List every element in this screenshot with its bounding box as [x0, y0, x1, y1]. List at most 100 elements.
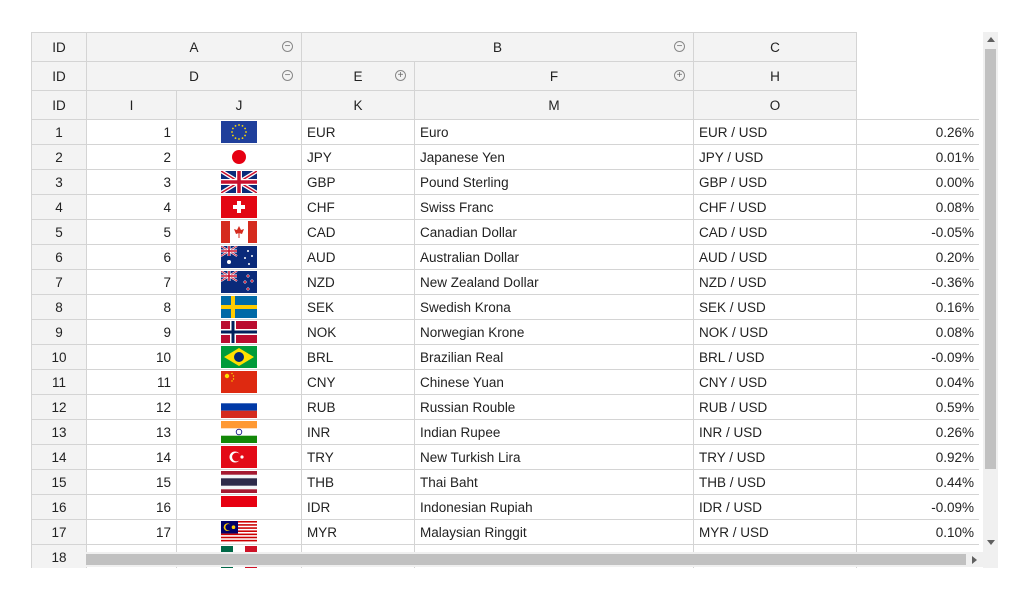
flag-cell[interactable]	[175, 519, 303, 545]
row-header[interactable]: 8	[31, 294, 87, 320]
column-header-m[interactable]: M	[414, 90, 695, 120]
scroll-right-arrow-icon[interactable]	[972, 556, 977, 564]
flag-cell[interactable]	[175, 294, 303, 320]
currency-pair-cell[interactable]: SEK / USD	[693, 294, 858, 320]
currency-code-cell[interactable]: CHF	[301, 194, 416, 220]
id-cell[interactable]: 6	[86, 244, 177, 270]
id-cell[interactable]: 13	[86, 419, 177, 445]
column-header-id[interactable]: ID	[31, 32, 87, 62]
currency-name-cell[interactable]: Japanese Yen	[414, 144, 695, 170]
column-header-a[interactable]: A −	[85, 32, 303, 62]
change-cell[interactable]: 0.10%	[856, 519, 979, 545]
vertical-scrollbar[interactable]	[983, 32, 998, 568]
currency-pair-cell[interactable]: INR / USD	[693, 419, 858, 445]
change-cell[interactable]: 0.44%	[856, 469, 979, 495]
change-cell[interactable]: 0.01%	[856, 144, 979, 170]
currency-pair-cell[interactable]: CNY / USD	[693, 369, 858, 395]
currency-code-cell[interactable]: EUR	[301, 119, 416, 145]
currency-pair-cell[interactable]: MYR / USD	[693, 519, 858, 545]
currency-name-cell[interactable]: Thai Baht	[414, 469, 695, 495]
currency-code-cell[interactable]: CNY	[301, 369, 416, 395]
id-cell[interactable]: 9	[86, 319, 177, 345]
flag-cell[interactable]	[175, 469, 303, 495]
column-header-id[interactable]: ID	[31, 61, 87, 91]
currency-name-cell[interactable]: Russian Rouble	[414, 394, 695, 420]
change-cell[interactable]: 0.08%	[856, 194, 979, 220]
flag-cell[interactable]	[175, 419, 303, 445]
currency-pair-cell[interactable]: THB / USD	[693, 469, 858, 495]
column-header-i[interactable]: I	[86, 90, 177, 120]
row-header[interactable]: 17	[31, 519, 87, 545]
column-header-f[interactable]: F +	[414, 61, 695, 91]
row-header[interactable]: 6	[31, 244, 87, 270]
currency-name-cell[interactable]: New Turkish Lira	[414, 444, 695, 470]
column-header-e[interactable]: E +	[301, 61, 416, 91]
currency-pair-cell[interactable]: GBP / USD	[693, 169, 858, 195]
change-cell[interactable]: 0.08%	[856, 319, 979, 345]
currency-pair-cell[interactable]: CHF / USD	[693, 194, 858, 220]
row-header[interactable]: 9	[31, 319, 87, 345]
currency-pair-cell[interactable]: AUD / USD	[693, 244, 858, 270]
currency-code-cell[interactable]: NZD	[301, 269, 416, 295]
change-cell[interactable]: -0.09%	[856, 494, 979, 520]
id-cell[interactable]: 11	[86, 369, 177, 395]
row-header[interactable]: 14	[31, 444, 87, 470]
change-cell[interactable]: -0.36%	[856, 269, 979, 295]
row-header[interactable]: 15	[31, 469, 87, 495]
row-header[interactable]: 3	[31, 169, 87, 195]
currency-name-cell[interactable]: Pound Sterling	[414, 169, 695, 195]
spreadsheet-grid[interactable]: ID A − B − C ID D − E + F + H ID I J K M O 1 1 EUR Euro EUR / U…	[31, 32, 979, 568]
flag-cell[interactable]	[175, 244, 303, 270]
change-cell[interactable]: -0.05%	[856, 219, 979, 245]
scroll-down-arrow-icon[interactable]	[987, 540, 995, 545]
collapse-icon[interactable]: −	[282, 70, 294, 81]
column-header-k[interactable]: K	[301, 90, 416, 120]
horizontal-scroll-thumb[interactable]	[86, 554, 966, 565]
currency-name-cell[interactable]: New Zealand Dollar	[414, 269, 695, 295]
currency-code-cell[interactable]: TRY	[301, 444, 416, 470]
id-cell[interactable]: 5	[86, 219, 177, 245]
id-cell[interactable]: 4	[86, 194, 177, 220]
currency-pair-cell[interactable]: EUR / USD	[693, 119, 858, 145]
change-cell[interactable]: 0.00%	[856, 169, 979, 195]
change-cell[interactable]: 0.04%	[856, 369, 979, 395]
row-header[interactable]: 1	[31, 119, 87, 145]
currency-name-cell[interactable]: Indonesian Rupiah	[414, 494, 695, 520]
column-header-j[interactable]: J	[175, 90, 303, 120]
change-cell[interactable]: 0.59%	[856, 394, 979, 420]
row-header[interactable]: 16	[31, 494, 87, 520]
flag-cell[interactable]	[175, 369, 303, 395]
currency-pair-cell[interactable]: IDR / USD	[693, 494, 858, 520]
column-header-h[interactable]: H	[693, 61, 858, 91]
vertical-scroll-thumb[interactable]	[985, 49, 996, 469]
currency-name-cell[interactable]: Swiss Franc	[414, 194, 695, 220]
id-cell[interactable]: 7	[86, 269, 177, 295]
currency-code-cell[interactable]: BRL	[301, 344, 416, 370]
currency-code-cell[interactable]: AUD	[301, 244, 416, 270]
id-cell[interactable]: 16	[86, 494, 177, 520]
currency-code-cell[interactable]: THB	[301, 469, 416, 495]
row-header[interactable]: 12	[31, 394, 87, 420]
scroll-up-arrow-icon[interactable]	[987, 37, 995, 42]
flag-cell[interactable]	[175, 494, 303, 520]
currency-name-cell[interactable]: Malaysian Ringgit	[414, 519, 695, 545]
currency-code-cell[interactable]: NOK	[301, 319, 416, 345]
change-cell[interactable]: 0.20%	[856, 244, 979, 270]
id-cell[interactable]: 8	[86, 294, 177, 320]
currency-code-cell[interactable]: SEK	[301, 294, 416, 320]
currency-code-cell[interactable]: MYR	[301, 519, 416, 545]
change-cell[interactable]: 0.92%	[856, 444, 979, 470]
currency-pair-cell[interactable]: TRY / USD	[693, 444, 858, 470]
id-cell[interactable]: 15	[86, 469, 177, 495]
currency-pair-cell[interactable]: RUB / USD	[693, 394, 858, 420]
change-cell[interactable]: -0.09%	[856, 344, 979, 370]
column-header-o[interactable]: O	[693, 90, 858, 120]
id-cell[interactable]: 10	[86, 344, 177, 370]
row-header[interactable]: 5	[31, 219, 87, 245]
id-cell[interactable]: 17	[86, 519, 177, 545]
row-header[interactable]: 10	[31, 344, 87, 370]
column-header-d[interactable]: D −	[85, 61, 303, 91]
currency-name-cell[interactable]: Norwegian Krone	[414, 319, 695, 345]
row-header[interactable]: 18	[31, 544, 87, 568]
currency-pair-cell[interactable]: CAD / USD	[693, 219, 858, 245]
